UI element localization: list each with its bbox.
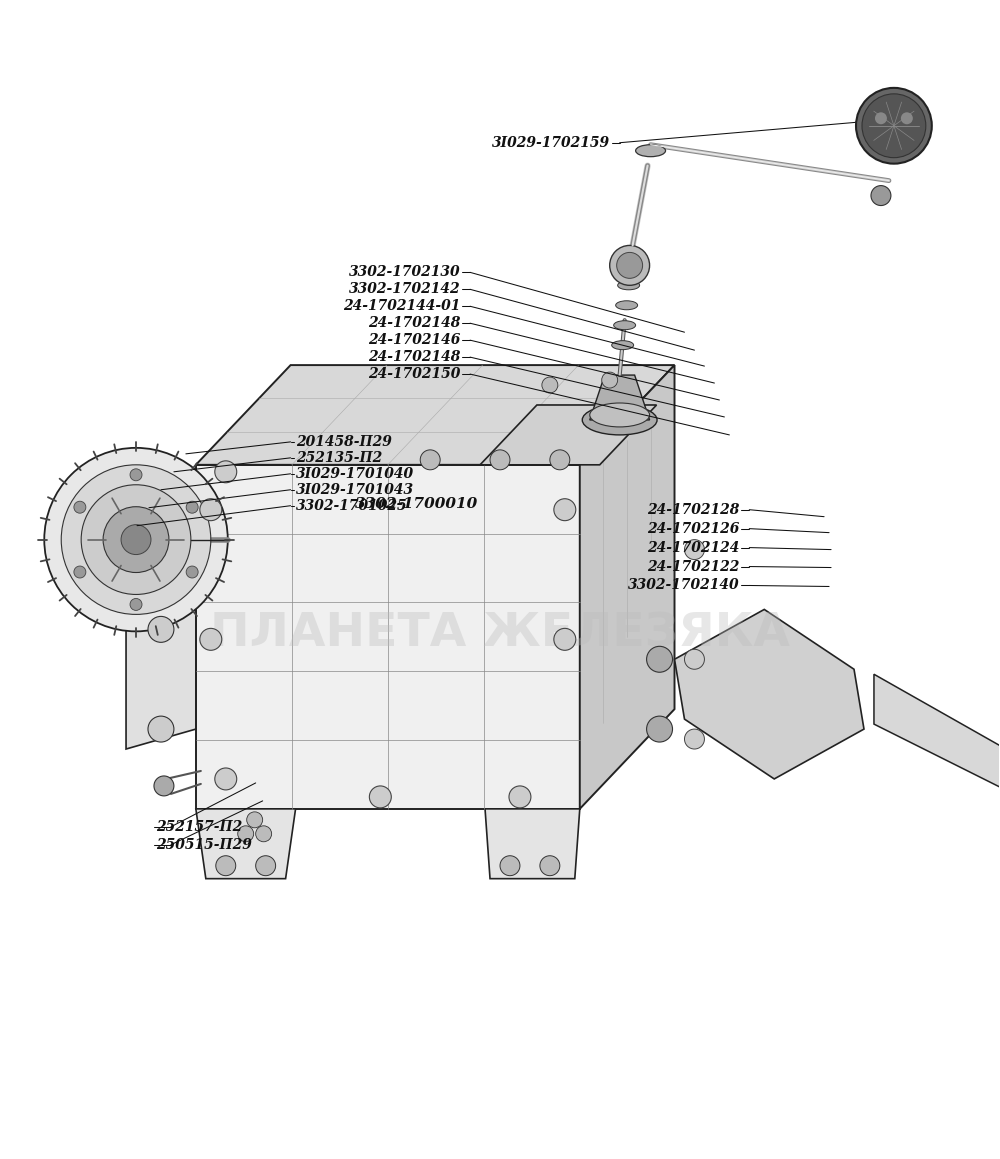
Text: 3І029-1701043: 3І029-1701043	[296, 483, 414, 497]
Circle shape	[103, 506, 169, 573]
Circle shape	[61, 465, 211, 614]
Text: 24-1702122: 24-1702122	[647, 560, 739, 574]
Text: 24-1702148: 24-1702148	[368, 350, 460, 364]
Circle shape	[871, 185, 891, 205]
Circle shape	[542, 377, 558, 393]
Circle shape	[154, 777, 174, 796]
Text: 24-1702144-01: 24-1702144-01	[343, 299, 460, 313]
Text: 3302-1702142: 3302-1702142	[348, 283, 460, 297]
Circle shape	[121, 525, 151, 554]
Polygon shape	[485, 809, 580, 879]
Text: 252135-П2: 252135-П2	[296, 451, 382, 465]
Circle shape	[247, 811, 263, 828]
Circle shape	[500, 855, 520, 876]
Circle shape	[420, 450, 440, 469]
Text: 3302-1701025: 3302-1701025	[296, 498, 407, 512]
Circle shape	[684, 729, 704, 749]
Circle shape	[200, 498, 222, 520]
Text: 252157-П2: 252157-П2	[156, 819, 242, 833]
Circle shape	[186, 501, 198, 513]
Text: 3І029-1701040: 3І029-1701040	[296, 467, 414, 481]
Circle shape	[875, 112, 887, 124]
Polygon shape	[590, 376, 650, 420]
Polygon shape	[126, 525, 196, 749]
Polygon shape	[480, 404, 657, 465]
Ellipse shape	[618, 280, 640, 290]
Circle shape	[554, 498, 576, 520]
Ellipse shape	[612, 341, 634, 350]
Circle shape	[148, 617, 174, 642]
Circle shape	[256, 826, 272, 841]
Ellipse shape	[582, 404, 657, 435]
Text: 24-1702124: 24-1702124	[647, 540, 739, 555]
Polygon shape	[196, 365, 675, 465]
Circle shape	[602, 372, 618, 388]
Circle shape	[81, 484, 191, 595]
Circle shape	[856, 88, 932, 163]
Text: 250515-П29: 250515-П29	[156, 838, 252, 852]
Circle shape	[540, 855, 560, 876]
Circle shape	[215, 461, 237, 483]
Text: 24-1702146: 24-1702146	[368, 333, 460, 348]
Text: 24-1702128: 24-1702128	[647, 503, 739, 517]
Ellipse shape	[636, 145, 666, 156]
Text: 3І029-1702159: 3І029-1702159	[492, 136, 610, 150]
Circle shape	[216, 855, 236, 876]
Text: 24-1702150: 24-1702150	[368, 367, 460, 381]
Circle shape	[684, 649, 704, 669]
Circle shape	[130, 468, 142, 481]
Circle shape	[148, 716, 174, 742]
Polygon shape	[196, 809, 296, 879]
Ellipse shape	[616, 301, 638, 309]
Circle shape	[74, 566, 86, 578]
Circle shape	[238, 826, 254, 841]
Circle shape	[44, 447, 228, 632]
Circle shape	[186, 566, 198, 578]
Text: 3302-1702130: 3302-1702130	[348, 265, 460, 279]
Text: ПЛАНЕТА ЖЕЛЕЗЯКА: ПЛАНЕТА ЖЕЛЕЗЯКА	[210, 612, 790, 657]
Circle shape	[647, 716, 673, 742]
Polygon shape	[580, 365, 675, 809]
Circle shape	[610, 246, 650, 285]
Circle shape	[490, 450, 510, 469]
Circle shape	[215, 768, 237, 790]
Circle shape	[148, 517, 174, 542]
Circle shape	[509, 786, 531, 808]
Circle shape	[901, 112, 913, 124]
Circle shape	[862, 94, 926, 158]
Circle shape	[200, 628, 222, 650]
Polygon shape	[874, 675, 1000, 799]
Circle shape	[130, 598, 142, 611]
Circle shape	[684, 540, 704, 560]
Ellipse shape	[614, 321, 636, 329]
Text: 24-1702126: 24-1702126	[647, 522, 739, 535]
Circle shape	[256, 855, 276, 876]
Text: 201458-П29: 201458-П29	[296, 435, 391, 449]
Circle shape	[647, 647, 673, 672]
Polygon shape	[675, 610, 864, 779]
Circle shape	[554, 628, 576, 650]
Ellipse shape	[590, 403, 650, 427]
Circle shape	[617, 253, 643, 278]
Polygon shape	[196, 465, 580, 809]
Text: 3302-1702140: 3302-1702140	[628, 578, 739, 592]
Text: 24-1702148: 24-1702148	[368, 316, 460, 330]
Circle shape	[74, 501, 86, 513]
Text: 3302-1700010: 3302-1700010	[355, 497, 479, 511]
Circle shape	[369, 786, 391, 808]
Circle shape	[550, 450, 570, 469]
